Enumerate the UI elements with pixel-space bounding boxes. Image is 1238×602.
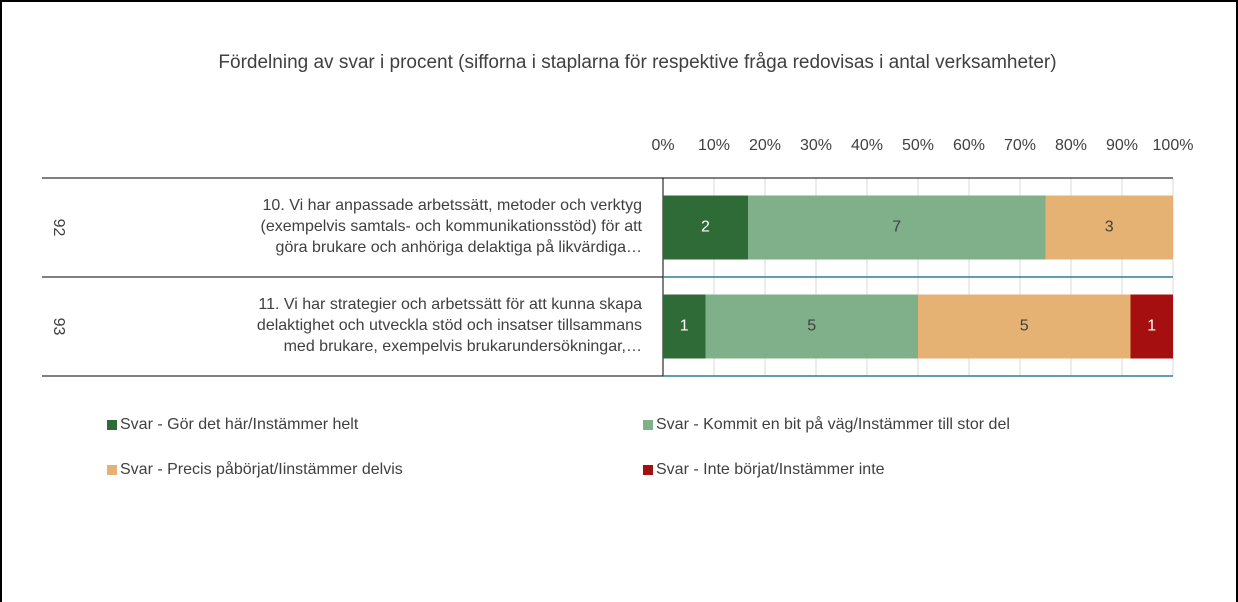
category-label: 10. Vi har anpassade arbetssätt, metoder… (260, 197, 642, 256)
x-tick-label: 50% (902, 137, 934, 154)
legend-label: Svar - Gör det här/Instämmer helt (120, 416, 359, 433)
group-label: 92 (50, 219, 67, 237)
data-label: 7 (892, 219, 901, 236)
legend-label: Svar - Precis påbörjat/Iinstämmer delvis (120, 460, 403, 478)
x-tick-label: 40% (851, 137, 883, 154)
chart-title: Fördelning av svar i procent (sifforna i… (218, 52, 1057, 73)
x-tick-label: 10% (698, 137, 730, 154)
legend-swatch (107, 420, 117, 430)
group-label: 93 (50, 318, 67, 336)
category-label: 11. Vi har strategier och arbetssätt för… (256, 296, 642, 355)
legend-swatch (643, 465, 653, 475)
bar-segment (748, 195, 1046, 260)
bar-segment (663, 195, 748, 260)
data-label: 1 (680, 318, 689, 335)
bar-segment (1130, 294, 1173, 359)
legend-swatch (107, 465, 117, 475)
x-tick-label: 30% (800, 137, 832, 154)
data-label: 5 (1020, 318, 1029, 335)
x-tick-label: 0% (651, 137, 674, 154)
bar-segment (1045, 195, 1173, 260)
x-tick-label: 70% (1004, 137, 1036, 154)
legend-label: Svar - Kommit en bit på väg/Instämmer ti… (656, 415, 1010, 433)
x-tick-label: 90% (1106, 137, 1138, 154)
bar-segment (918, 294, 1131, 359)
legend-label: Svar - Inte börjat/Instämmer inte (656, 461, 885, 478)
data-label: 5 (807, 318, 816, 335)
bar-segment (705, 294, 918, 359)
x-tick-label: 60% (953, 137, 985, 154)
data-label: 2 (701, 219, 710, 236)
bar-segment (663, 294, 706, 359)
x-tick-label: 80% (1055, 137, 1087, 154)
data-label: 1 (1147, 318, 1156, 335)
x-tick-label: 20% (749, 137, 781, 154)
data-label: 3 (1105, 219, 1114, 236)
x-tick-label: 100% (1153, 137, 1194, 154)
legend-swatch (643, 420, 653, 430)
